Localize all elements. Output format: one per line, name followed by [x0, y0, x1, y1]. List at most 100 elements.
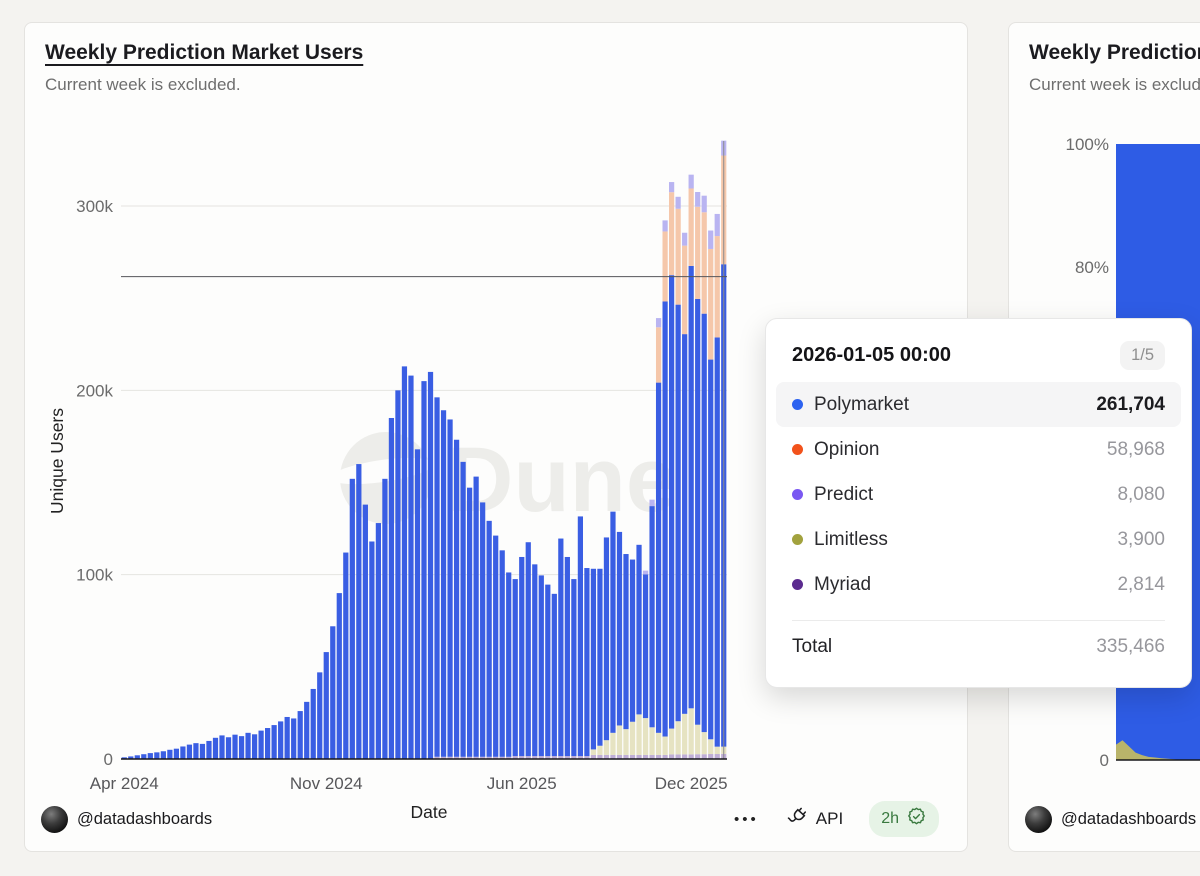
bar-segment — [480, 756, 486, 759]
bar-segment — [701, 732, 707, 755]
more-menu-button[interactable]: ••• — [734, 810, 759, 828]
bar-segment — [395, 390, 401, 759]
bar-segment — [519, 556, 525, 757]
bar-segment — [682, 713, 688, 755]
series-dot — [792, 579, 803, 590]
tooltip-header: 2026-01-05 00:00 1/5 — [766, 319, 1191, 382]
bar-segment — [708, 248, 714, 360]
bar-segment — [180, 746, 186, 759]
y-axis-tick-label: 200k — [76, 381, 113, 400]
y-axis-tick-label: 100k — [76, 566, 113, 585]
bar-segment — [642, 570, 649, 575]
bar-segment — [603, 754, 610, 759]
bar-segment — [251, 734, 258, 759]
chart-title-link[interactable]: Weekly Prediction Market Users — [45, 41, 364, 64]
bar-segment — [623, 554, 629, 730]
bar-segment — [538, 575, 544, 757]
tooltip-row-opinion: Opinion 58,968 — [776, 427, 1181, 472]
bar-segment — [362, 504, 368, 759]
bar-segment — [453, 756, 460, 759]
bar-segment — [590, 754, 597, 759]
bar-segment — [473, 756, 479, 759]
author-handle[interactable]: @datadashboards — [77, 809, 213, 828]
bar-segment — [571, 756, 577, 759]
bar-segment — [467, 487, 473, 757]
bar-segment — [571, 579, 577, 757]
card-footer: @datadashboards — [1025, 803, 1200, 835]
card-footer: @datadashboards ••• API 2h — [41, 801, 939, 837]
bar-segment — [616, 531, 623, 726]
author-avatar[interactable] — [1025, 805, 1052, 833]
bar-segment — [708, 754, 714, 759]
bar-segment — [414, 449, 421, 759]
bar-segment — [486, 520, 492, 757]
bar-segment — [265, 728, 271, 759]
bar-segment — [597, 745, 603, 755]
tooltip-row-limitless: Limitless 3,900 — [776, 517, 1181, 562]
bar-segment — [655, 327, 662, 383]
x-axis-tick-label: Nov 2024 — [290, 774, 363, 793]
author-avatar[interactable] — [41, 805, 68, 833]
bar-segment — [434, 397, 440, 757]
bar-segment — [616, 754, 623, 759]
bar-segment — [590, 749, 597, 755]
bar-segment — [558, 756, 564, 759]
bar-segment — [284, 716, 290, 759]
bar-segment — [662, 220, 668, 232]
bar-segment — [440, 410, 447, 757]
tooltip-total-label: Total — [792, 636, 833, 657]
bar-segment — [623, 754, 629, 759]
chart-title-link[interactable]: Weekly Prediction Market Users — [1029, 41, 1200, 64]
bar-segment — [467, 756, 473, 759]
bar-segment — [245, 732, 251, 759]
bar-segment — [577, 756, 583, 759]
bar-segment — [493, 535, 499, 757]
series-label: Limitless — [814, 528, 888, 550]
x-axis-tick-label: Jun 2025 — [487, 774, 557, 793]
bar-segment — [642, 574, 649, 719]
bar-segment — [675, 721, 681, 755]
bar-segment — [636, 714, 642, 755]
weekly-users-bar-chart[interactable]: Dune 0 100k 200k 300k Apr 2024 Nov 2024 Jun 202… — [25, 23, 967, 851]
freshness-badge[interactable]: 2h — [869, 801, 939, 837]
bar-segment — [603, 740, 610, 755]
bar-segment — [519, 756, 525, 759]
bar-segment — [460, 461, 466, 757]
tooltip-date: 2026-01-05 00:00 — [792, 344, 952, 366]
bar-segment — [564, 756, 570, 759]
bar-segment — [714, 746, 720, 755]
bar-segment — [154, 752, 160, 759]
bar-segment — [304, 701, 310, 759]
series-label: Predict — [814, 483, 874, 505]
bar-segment — [584, 756, 590, 759]
bar-segment — [356, 464, 362, 759]
bar-segment — [460, 756, 466, 759]
bar-segment — [134, 755, 140, 759]
bar-segment — [714, 213, 720, 237]
bar-segment — [682, 754, 688, 759]
bar-segment — [642, 718, 649, 755]
api-button[interactable]: API — [787, 806, 843, 833]
bar-segment — [199, 743, 206, 759]
freshness-value: 2h — [881, 810, 899, 827]
series-label: Myriad — [814, 573, 872, 595]
bar-segment — [408, 375, 414, 759]
bar-segment — [655, 318, 662, 328]
bar-segment — [714, 236, 720, 338]
author-handle[interactable]: @datadashboards — [1061, 809, 1197, 828]
bar-segment — [427, 371, 434, 759]
bar-segment — [584, 568, 590, 757]
bar-segment — [662, 231, 668, 302]
bar-segment — [545, 756, 551, 759]
series-dot — [792, 444, 803, 455]
bar-segment — [532, 756, 538, 759]
bar-segment — [336, 593, 342, 759]
bar-segment — [525, 542, 531, 757]
bar-segment — [525, 756, 531, 759]
bar-segment — [655, 732, 662, 755]
bar-segment — [160, 751, 166, 759]
bar-segment — [225, 737, 232, 759]
bar-segment — [597, 754, 603, 759]
bar-segment — [343, 552, 349, 759]
